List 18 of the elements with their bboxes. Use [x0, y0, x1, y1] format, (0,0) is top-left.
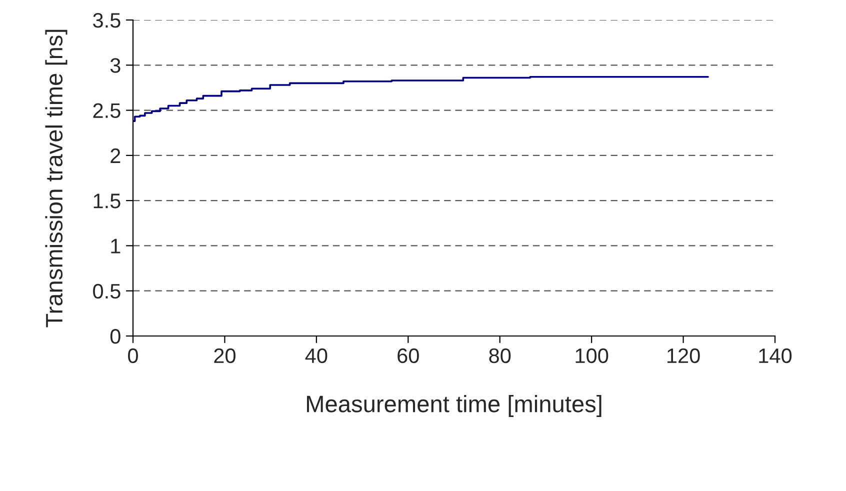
x-tick-label: 40	[305, 348, 328, 364]
y-tick-label: 0	[110, 329, 120, 344]
x-tick-label: 120	[667, 348, 700, 364]
y-tick-label: 1	[111, 238, 120, 254]
x-tick-label: 20	[214, 348, 236, 364]
y-tick-label: 0.5	[93, 284, 120, 299]
y-axis-title: Transmission travel time [ns]	[45, 30, 68, 328]
x-tick-label: 80	[489, 348, 511, 364]
x-tick-label: 60	[398, 348, 419, 364]
y-tick-label: 2	[110, 148, 120, 163]
x-tick-label: 100	[576, 348, 608, 364]
y-tick-label: 3.5	[93, 13, 120, 28]
x-axis-title: Measurement time [minutes]	[307, 395, 602, 418]
y-tick-label: 2.5	[93, 103, 120, 118]
x-tick-label: 0	[128, 348, 138, 364]
y-tick-label: 3	[110, 58, 120, 73]
x-tick-label: 140	[759, 348, 792, 364]
y-tick-label: 1.5	[94, 194, 120, 208]
